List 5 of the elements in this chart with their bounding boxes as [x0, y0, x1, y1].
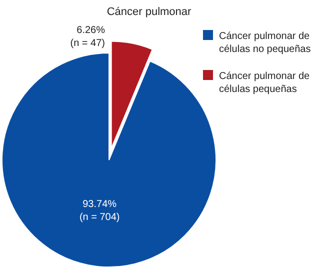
legend-label: Cáncer pulmonar de células no pequeñas [219, 31, 311, 55]
data-label: 93.74% (n = 704) [79, 199, 120, 224]
data-label: 6.26% (n = 47) [70, 25, 106, 49]
chart-title: Cáncer pulmonar [106, 6, 192, 18]
legend-label: Cáncer pulmonar de células pequeñas [219, 71, 310, 95]
